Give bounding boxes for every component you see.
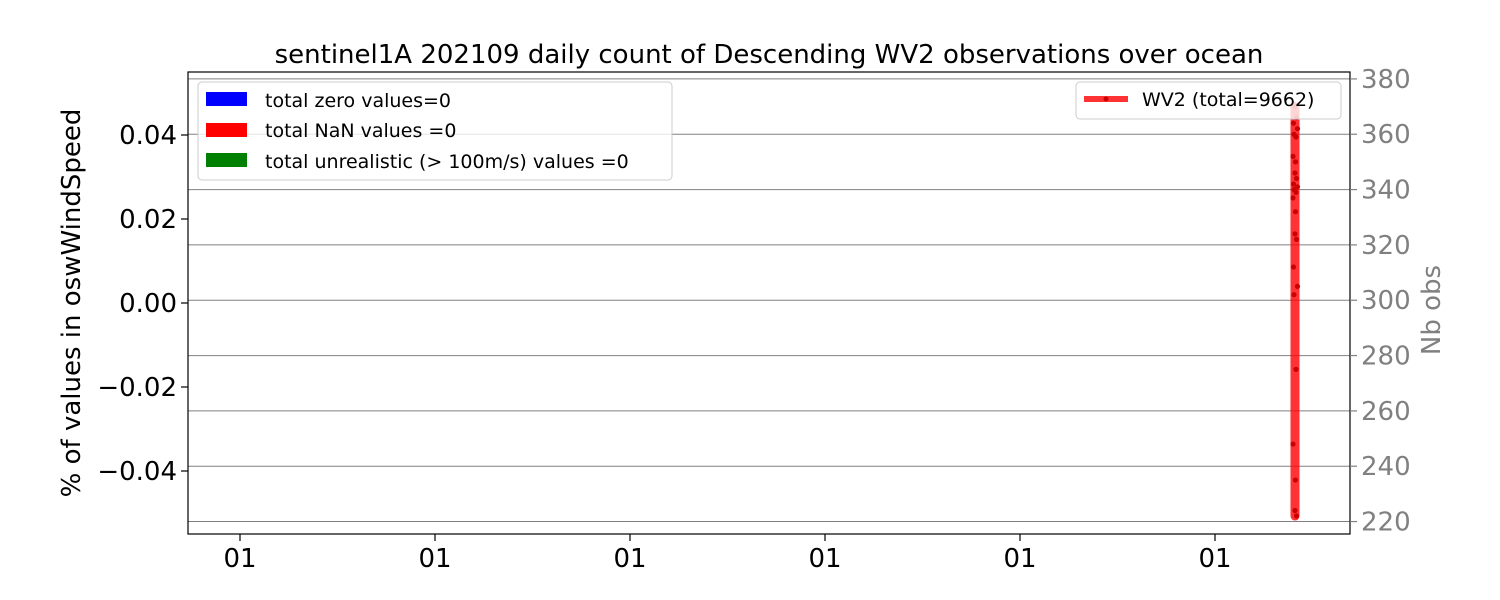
- data-point-wv2: [1293, 513, 1300, 519]
- x-tick-label: 01: [418, 544, 451, 574]
- left-tick-label: 0.04: [119, 121, 177, 151]
- legend-right: WV2 (total=9662): [1075, 81, 1342, 120]
- legend-marker-wv2: [1103, 96, 1109, 102]
- data-point-wv2: [1292, 159, 1299, 165]
- left-tick-label: 0.02: [119, 205, 177, 235]
- right-tick-label: 240: [1361, 452, 1411, 482]
- x-tick-label: 01: [223, 544, 256, 574]
- legend-swatch-zero: [206, 92, 247, 106]
- data-point-wv2: [1292, 507, 1298, 514]
- x-tick-label: 01: [1003, 544, 1036, 574]
- left-tick-label: −0.02: [97, 373, 177, 403]
- left-axis-label: % of values in oswWindSpeed: [57, 109, 87, 498]
- right-tick-label: 220: [1361, 508, 1411, 538]
- legend-label-zero: total zero values=0: [265, 90, 451, 112]
- data-point-wv2: [1292, 209, 1299, 215]
- legend-label-nan: total NaN values =0: [265, 120, 456, 142]
- data-point-wv2: [1293, 236, 1300, 242]
- legend-swatch-unrealistic: [206, 153, 247, 167]
- data-point-wv2: [1290, 153, 1296, 159]
- data-point-wv2: [1293, 366, 1299, 372]
- x-tick-label: 01: [808, 544, 841, 574]
- data-point-wv2: [1290, 441, 1296, 447]
- legend-right-frame: [1075, 81, 1342, 120]
- data-point-wv2: [1290, 195, 1296, 201]
- right-axis-label: Nb obs: [1417, 265, 1447, 355]
- data-point-wv2: [1292, 170, 1298, 176]
- chart-title: sentinel1A 202109 daily count of Descend…: [275, 40, 1264, 70]
- legend-swatch-nan: [206, 123, 247, 137]
- left-tick-label: 0.00: [119, 289, 177, 319]
- data-point-wv2: [1290, 120, 1297, 126]
- data-point-wv2: [1294, 184, 1301, 190]
- legend-left-frame: [197, 81, 673, 181]
- data-point-wv2: [1292, 477, 1299, 483]
- right-tick-label: 300: [1361, 286, 1411, 316]
- data-point-wv2: [1293, 189, 1299, 195]
- data-point-wv2: [1293, 175, 1300, 182]
- legend-left: total zero values=0 total NaN values =0 …: [197, 81, 673, 181]
- legend-label-unrealistic: total unrealistic (> 100m/s) values =0: [265, 151, 629, 173]
- legend-label-wv2: WV2 (total=9662): [1142, 89, 1314, 111]
- right-tick-label: 380: [1361, 65, 1411, 95]
- data-point-wv2: [1294, 283, 1301, 290]
- x-axis: 01 01 01 01 01 01: [223, 534, 1232, 574]
- x-tick-label: 01: [1198, 544, 1231, 574]
- x-tick-label: 01: [613, 544, 646, 574]
- right-tick-label: 340: [1361, 176, 1411, 206]
- left-tick-label: −0.04: [97, 457, 177, 487]
- right-tick-label: 360: [1361, 120, 1411, 150]
- right-tick-label: 280: [1361, 342, 1411, 372]
- right-axis: 380 360 340 320 300 280 260 240 220: [1350, 65, 1411, 538]
- left-axis: 0.04 0.02 0.00 −0.02 −0.04: [97, 121, 188, 487]
- data-point-wv2: [1293, 134, 1299, 140]
- series-wv2: [1290, 102, 1301, 521]
- data-point-wv2: [1291, 292, 1297, 298]
- data-point-wv2: [1292, 231, 1298, 237]
- right-tick-label: 260: [1361, 397, 1411, 427]
- right-tick-label: 320: [1361, 231, 1411, 261]
- data-point-wv2: [1290, 181, 1297, 187]
- data-point-wv2: [1294, 126, 1301, 132]
- data-point-wv2: [1290, 264, 1297, 270]
